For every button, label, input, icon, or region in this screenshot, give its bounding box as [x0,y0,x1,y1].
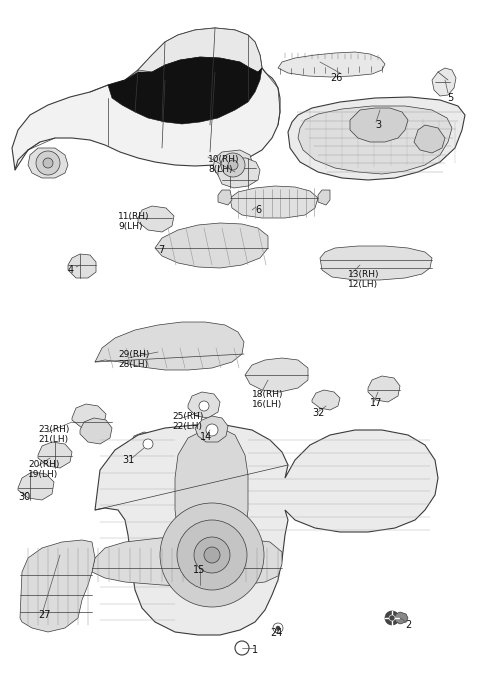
Polygon shape [432,68,456,96]
Circle shape [228,160,238,170]
Polygon shape [320,246,432,280]
Text: 14: 14 [200,432,212,442]
Polygon shape [394,612,408,624]
Circle shape [36,151,60,175]
Circle shape [221,153,245,177]
Polygon shape [138,28,262,72]
Text: 18(RH)
16(LH): 18(RH) 16(LH) [252,390,284,409]
Polygon shape [312,390,340,410]
Circle shape [389,615,395,621]
Circle shape [385,611,399,625]
Polygon shape [288,97,465,180]
Text: 6: 6 [255,205,261,215]
Polygon shape [38,442,72,468]
Text: 15: 15 [193,565,205,575]
Polygon shape [72,404,106,430]
Text: 13(RH)
12(LH): 13(RH) 12(LH) [348,270,380,289]
Polygon shape [130,432,164,458]
Text: 26: 26 [330,73,342,83]
Polygon shape [218,158,260,188]
Polygon shape [12,28,280,170]
Circle shape [43,158,53,168]
Circle shape [235,641,249,655]
Polygon shape [278,52,385,77]
Polygon shape [68,254,96,278]
Polygon shape [155,223,268,268]
Polygon shape [95,425,438,635]
Circle shape [194,537,230,573]
Polygon shape [80,418,112,444]
Polygon shape [18,472,54,500]
Text: 4: 4 [68,265,74,275]
Text: 20(RH)
19(LH): 20(RH) 19(LH) [28,460,60,479]
Polygon shape [20,540,95,632]
Text: 3: 3 [375,120,381,130]
Polygon shape [318,190,330,205]
Circle shape [204,547,220,563]
Text: 7: 7 [158,245,164,255]
Polygon shape [298,106,452,174]
Polygon shape [368,376,400,402]
Polygon shape [245,358,308,392]
Text: 10(RH)
8(LH): 10(RH) 8(LH) [208,155,240,175]
Circle shape [206,424,218,436]
Polygon shape [350,108,408,142]
Polygon shape [92,536,282,587]
Text: 17: 17 [370,398,383,408]
Polygon shape [188,392,220,418]
Text: 27: 27 [38,610,50,620]
Text: 1: 1 [252,645,258,655]
Polygon shape [95,322,244,370]
Polygon shape [195,416,228,442]
Text: 5: 5 [447,93,453,103]
Circle shape [199,401,209,411]
Circle shape [143,439,153,449]
Polygon shape [175,430,248,575]
Circle shape [177,520,247,590]
Text: 23(RH)
21(LH): 23(RH) 21(LH) [38,425,70,444]
Polygon shape [230,186,318,218]
Text: 24: 24 [270,628,282,638]
Polygon shape [218,190,232,205]
Text: 25(RH)
22(LH): 25(RH) 22(LH) [172,412,204,431]
Text: 32: 32 [312,408,324,418]
Circle shape [273,623,283,633]
Text: 31: 31 [122,455,134,465]
Circle shape [160,503,264,607]
Polygon shape [414,125,445,153]
Text: 11(RH)
9(LH): 11(RH) 9(LH) [118,212,149,232]
Polygon shape [108,57,262,124]
Text: 2: 2 [405,620,411,630]
Polygon shape [28,148,68,178]
Polygon shape [138,206,174,232]
Circle shape [276,626,280,630]
Text: 30: 30 [18,492,30,502]
Polygon shape [213,150,253,178]
Text: 29(RH)
28(LH): 29(RH) 28(LH) [118,350,149,369]
